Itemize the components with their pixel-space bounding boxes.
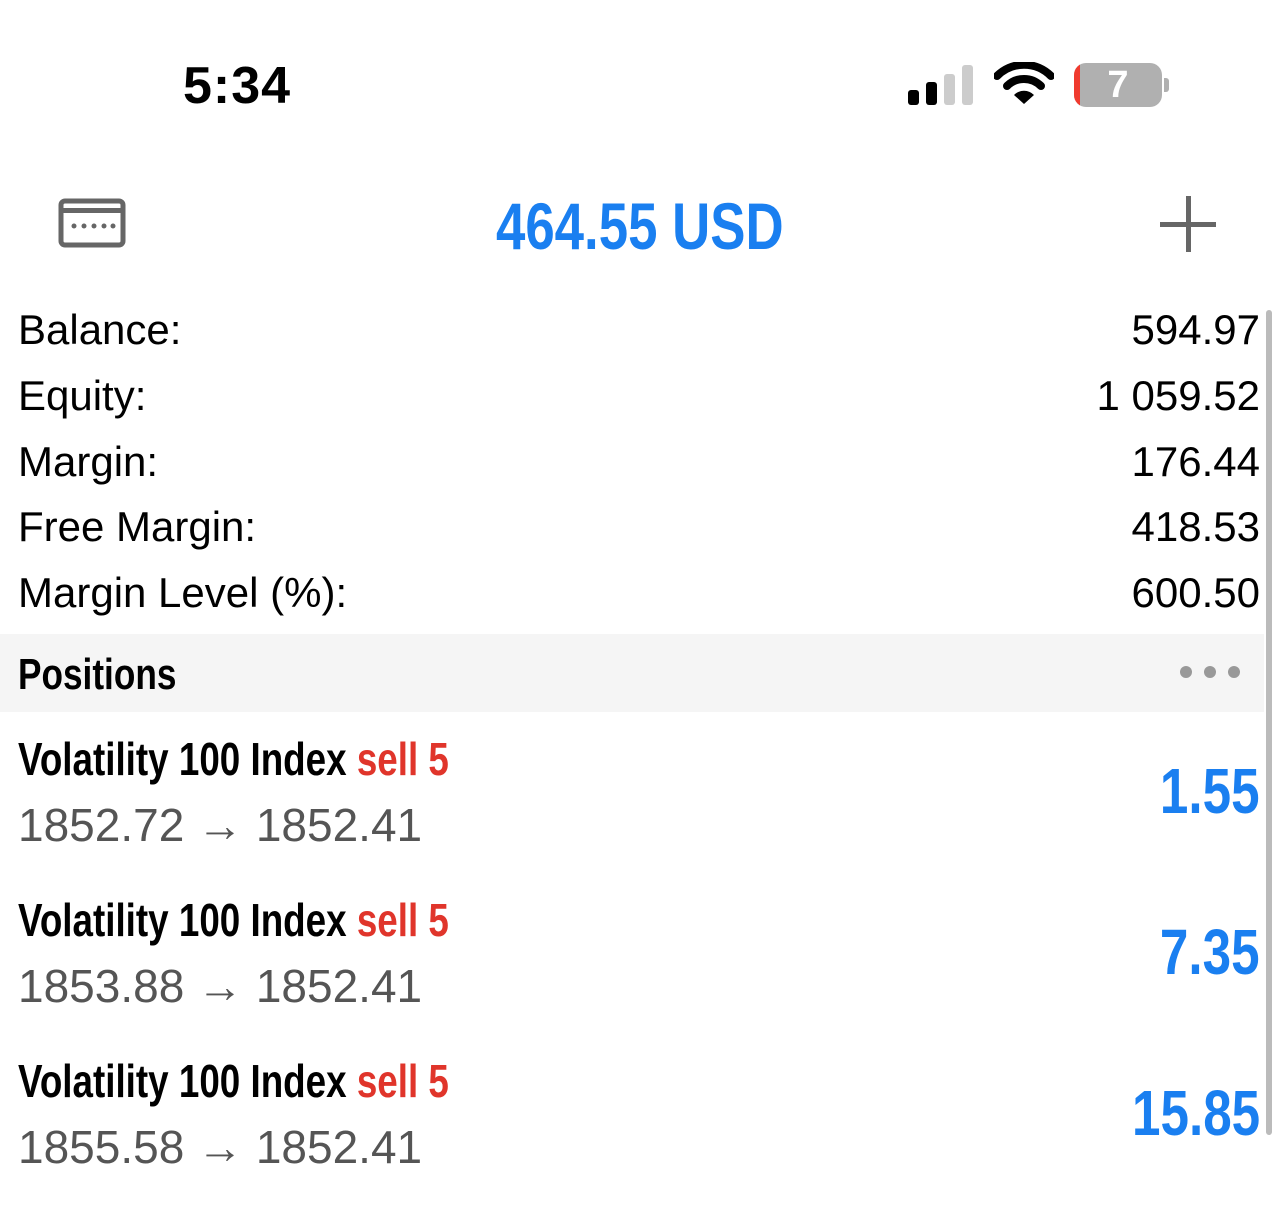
- position-profit: 15.85: [1131, 1077, 1260, 1149]
- position-item[interactable]: Volatility 100 Index sell 5 1853.88 → 18…: [18, 894, 1260, 1012]
- status-time: 5:34: [183, 57, 292, 115]
- position-profit: 1.55: [1160, 755, 1260, 827]
- equity-title: 464.55 USD: [496, 189, 784, 263]
- position-profit: 7.35: [1160, 916, 1260, 988]
- free-margin-row: Free Margin: 418.53: [18, 503, 1260, 550]
- position-item[interactable]: Volatility 100 Index sell 5 1855.58 → 18…: [18, 1055, 1260, 1173]
- margin-level-row: Margin Level (%): 600.50: [18, 569, 1260, 616]
- wifi-icon: [994, 62, 1054, 104]
- battery-level: 7: [1107, 64, 1129, 106]
- plus-icon[interactable]: [1160, 196, 1216, 252]
- cellular-signal-icon: [908, 65, 973, 105]
- margin-row: Margin: 176.44: [18, 438, 1260, 485]
- positions-header: Positions: [0, 634, 1264, 712]
- scrollbar[interactable]: [1266, 310, 1272, 1135]
- position-item[interactable]: Volatility 100 Index sell 5 1852.72 → 18…: [18, 733, 1260, 851]
- account-card-icon[interactable]: [58, 198, 126, 248]
- battery-icon: 7: [1074, 63, 1162, 107]
- positions-title: Positions: [18, 650, 177, 699]
- more-options-icon[interactable]: [1180, 666, 1240, 678]
- equity-row: Equity: 1 059.52: [18, 372, 1260, 419]
- balance-row: Balance: 594.97: [18, 306, 1260, 353]
